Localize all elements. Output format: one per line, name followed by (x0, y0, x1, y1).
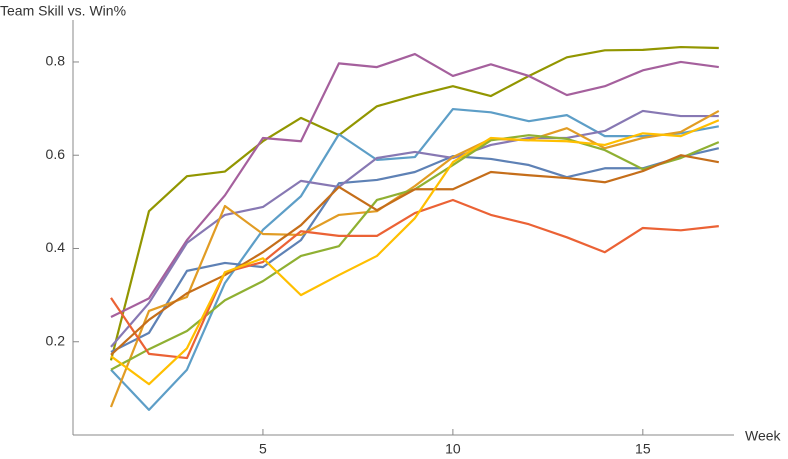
y-tick-label: 0.6 (46, 146, 66, 162)
x-tick-label: 5 (259, 441, 267, 457)
x-tick-label: 10 (445, 441, 461, 457)
x-tick-label: 15 (635, 441, 651, 457)
y-tick-label: 0.2 (46, 332, 66, 348)
series-line (109, 109, 720, 408)
series-line (110, 109, 719, 348)
y-tick-label: 0.4 (46, 239, 66, 255)
series-line (110, 198, 719, 360)
series-line (110, 119, 720, 386)
x-axis-label: Week (745, 428, 782, 444)
chart-title: Team Skill vs. Win% (0, 3, 126, 19)
series-line (110, 154, 720, 356)
series-line (110, 52, 719, 319)
series-line (109, 45, 719, 361)
y-tick-label: 0.8 (46, 53, 66, 69)
series-line (110, 147, 720, 353)
